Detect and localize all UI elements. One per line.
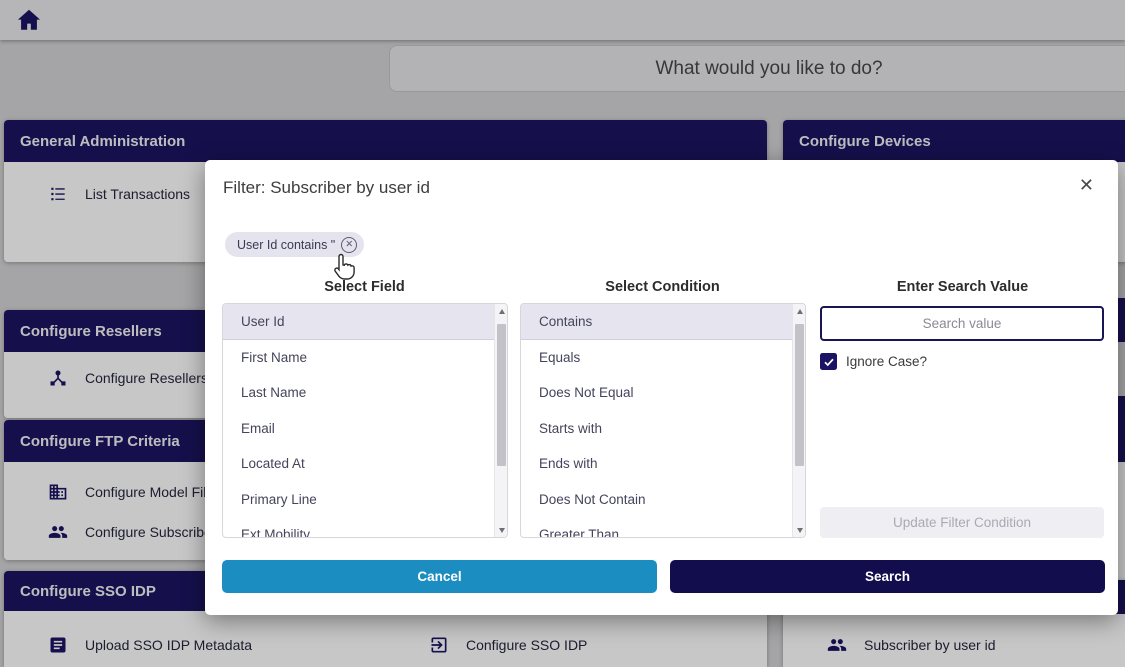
panel-title: Configure Resellers — [20, 322, 162, 340]
scrollbar[interactable] — [494, 304, 507, 537]
menu-item-subscriber-by-user-id[interactable]: Subscriber by user id — [783, 625, 1125, 665]
global-search-box[interactable]: What would you like to do? — [389, 45, 1125, 92]
select-field-listbox: User Id First Name Last Name Email Locat… — [222, 303, 508, 538]
condition-option-ends-with[interactable]: Ends with — [539, 456, 598, 472]
scroll-up-icon[interactable] — [793, 304, 805, 318]
global-search-text: What would you like to do? — [655, 57, 883, 79]
cancel-button[interactable]: Cancel — [222, 560, 657, 593]
scroll-up-icon[interactable] — [495, 304, 507, 318]
menu-item-configure-model-filters[interactable]: Configure Model Filte — [4, 472, 767, 512]
field-option-ext-mobility[interactable]: Ext Mobility — [241, 527, 311, 538]
menu-item-configure-subscriber[interactable]: Configure Subscriber — [4, 512, 767, 552]
condition-option-greater-than[interactable]: Greater Than — [539, 527, 620, 538]
people-icon — [48, 526, 68, 538]
panel-title: Configure FTP Criteria — [20, 432, 180, 450]
exit-to-app-icon — [431, 637, 447, 653]
condition-option-equals[interactable]: Equals — [539, 349, 581, 365]
menu-item-label: Configure SSO IDP — [466, 637, 588, 653]
panel-body: Subscriber by user id — [783, 614, 1125, 667]
panel-title: Configure Devices — [799, 132, 931, 150]
home-icon[interactable] — [16, 7, 42, 33]
menu-item-configure-sso-idp[interactable]: Configure SSO IDP — [385, 625, 587, 665]
people-icon — [827, 639, 847, 651]
menu-item-label: Configure Resellers — [85, 370, 208, 386]
ignore-case-row: Ignore Case? — [820, 353, 927, 370]
field-option-user-id[interactable]: User Id — [223, 304, 494, 340]
search-value-input[interactable] — [820, 306, 1104, 341]
remove-filter-icon[interactable]: ✕ — [341, 236, 358, 253]
scrollbar-thumb[interactable] — [496, 324, 506, 466]
modal-title: Filter: Subscriber by user id — [223, 178, 430, 197]
enter-search-value-header: Enter Search Value — [896, 279, 1029, 295]
filter-chip-label: User Id contains " — [237, 237, 336, 252]
ignore-case-label: Ignore Case? — [846, 354, 928, 369]
building-icon — [49, 484, 67, 500]
panel-header: General Administration — [4, 120, 767, 162]
field-option-located-at[interactable]: Located At — [241, 456, 305, 472]
field-option-first-name[interactable]: First Name — [241, 349, 308, 365]
field-option-email[interactable]: Email — [241, 420, 275, 436]
menu-item-label: Subscriber by user id — [864, 637, 996, 653]
panel-body: Upload SSO IDP Metadata Configure SSO ID… — [4, 611, 767, 667]
menu-item-list-transactions[interactable]: List Transactions — [4, 174, 767, 214]
search-button[interactable]: Search — [670, 560, 1105, 593]
panel-title: Configure SSO IDP — [20, 582, 156, 600]
field-option-primary-line[interactable]: Primary Line — [241, 491, 317, 507]
panel-header: Configure Devices — [783, 120, 1125, 162]
condition-option-does-not-equal[interactable]: Does Not Equal — [539, 385, 634, 401]
menu-item-label: List Transactions — [85, 186, 191, 202]
menu-item-label: Configure Subscriber — [85, 524, 217, 540]
cursor-pointer-icon — [334, 253, 355, 280]
update-filter-condition-button[interactable]: Update Filter Condition — [820, 507, 1104, 538]
filter-modal: Filter: Subscriber by user id ✕ User Id … — [205, 160, 1118, 615]
select-condition-listbox: Contains Equals Does Not Equal Starts wi… — [520, 303, 806, 538]
condition-option-starts-with[interactable]: Starts with — [539, 420, 603, 436]
scroll-down-icon[interactable] — [793, 523, 805, 537]
scrollbar[interactable] — [792, 304, 805, 537]
scroll-down-icon[interactable] — [495, 523, 507, 537]
top-bar — [0, 0, 1125, 40]
ignore-case-checkbox[interactable] — [820, 353, 837, 370]
condition-option-does-not-contain[interactable]: Does Not Contain — [539, 491, 646, 507]
field-option-last-name[interactable]: Last Name — [241, 385, 307, 401]
menu-item-label: Upload SSO IDP Metadata — [85, 637, 253, 653]
document-icon — [50, 637, 66, 653]
menu-item-upload-sso-idp-metadata[interactable]: Upload SSO IDP Metadata — [4, 625, 385, 665]
scrollbar-thumb[interactable] — [794, 324, 804, 466]
device-hub-icon — [50, 370, 66, 386]
menu-item-label: Configure Model Filte — [85, 484, 219, 500]
filter-condition-chip[interactable]: User Id contains " ✕ — [225, 232, 365, 257]
condition-option-contains[interactable]: Contains — [521, 304, 792, 340]
menu-item-configure-resellers[interactable]: Configure Resellers — [4, 358, 767, 398]
close-icon[interactable]: ✕ — [1078, 175, 1094, 195]
select-condition-header: Select Condition — [605, 279, 720, 295]
panel-title: General Administration — [20, 132, 186, 150]
select-field-header: Select Field — [324, 279, 405, 295]
checkmark-icon — [823, 358, 834, 366]
bulleted-list-icon — [51, 187, 65, 201]
